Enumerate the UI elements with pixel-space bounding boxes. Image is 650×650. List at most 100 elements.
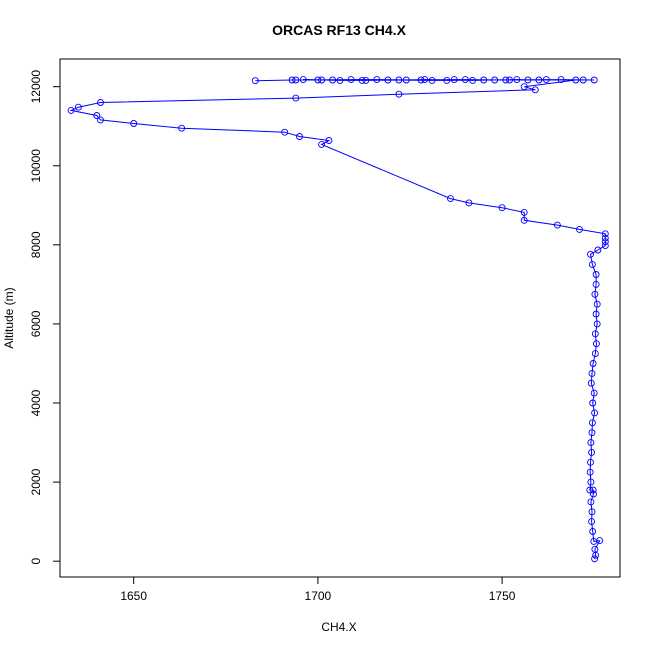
data-point: [417, 76, 425, 84]
data-point: [428, 76, 436, 84]
data-point: [588, 419, 596, 427]
x-tick-label: 1700: [305, 589, 332, 603]
data-point: [498, 204, 506, 212]
data-point: [520, 83, 528, 91]
data-point: [587, 439, 595, 447]
data-point: [601, 230, 609, 238]
data-point: [589, 399, 597, 407]
data-point: [591, 555, 599, 563]
data-point: [591, 409, 599, 417]
y-tick-label: 12000: [29, 70, 43, 104]
data-point: [588, 429, 596, 437]
data-point: [292, 94, 300, 102]
data-point: [591, 330, 599, 338]
data-point: [292, 76, 300, 84]
y-axis-label: Altitude (m): [2, 287, 16, 348]
data-point: [395, 90, 403, 98]
data-point: [502, 76, 510, 84]
data-point: [592, 551, 600, 559]
x-axis-label: CH4.X: [321, 620, 356, 634]
data-point: [93, 112, 101, 119]
x-axis: 1650 1700 1750: [120, 576, 516, 603]
data-point: [325, 137, 333, 144]
y-tick-label: 2000: [29, 468, 43, 495]
data-point: [586, 486, 594, 494]
data-point: [590, 76, 598, 84]
data-point: [587, 250, 594, 258]
data-point: [491, 76, 499, 84]
y-tick-label: 6000: [29, 310, 43, 337]
data-point: [358, 76, 366, 84]
data-point: [587, 478, 595, 486]
data-point: [329, 76, 337, 84]
data-point: [592, 280, 600, 288]
data-point: [557, 76, 565, 84]
data-point: [601, 234, 609, 242]
y-tick-label: 8000: [29, 231, 43, 258]
data-point: [384, 76, 392, 84]
data-point: [480, 76, 488, 84]
data-point: [362, 76, 370, 84]
y-tick-label: 0: [29, 558, 43, 565]
data-point: [178, 124, 186, 132]
data-point: [535, 76, 543, 84]
data-point: [587, 379, 595, 387]
x-tick-label: 1650: [120, 589, 147, 603]
y-axis: 0 2000 4000 6000 8000 10000 12000: [29, 70, 61, 565]
y-tick-label: 4000: [29, 389, 43, 416]
data-point: [590, 389, 598, 397]
data-point: [97, 116, 104, 124]
data-point: [318, 76, 326, 84]
data-point: [461, 76, 469, 84]
data-point: [421, 76, 429, 84]
data-point: [591, 350, 599, 358]
data-point: [531, 86, 539, 94]
data-point: [593, 300, 601, 308]
data-point: [318, 140, 326, 148]
data-point: [67, 106, 75, 114]
data-point: [299, 76, 307, 84]
data-point: [288, 76, 296, 84]
data-point: [314, 76, 322, 84]
data-point: [594, 246, 602, 254]
data-point: [513, 76, 521, 84]
data-point: [587, 498, 595, 506]
y-tick-label: 10000: [29, 149, 43, 183]
data-point: [601, 242, 609, 250]
data-point: [572, 76, 580, 84]
data-point: [589, 360, 597, 367]
series-line: [69, 79, 606, 559]
data-point: [443, 76, 451, 84]
data-point: [520, 216, 528, 224]
chart-title: ORCAS RF13 CH4.X: [272, 22, 406, 38]
data-point: [97, 99, 104, 106]
data-point: [592, 310, 600, 318]
data-point: [450, 76, 458, 84]
data-point: [588, 369, 596, 377]
data-point: [373, 76, 381, 84]
x-tick-label: 1750: [489, 589, 516, 603]
data-point: [588, 518, 596, 526]
data-point: [542, 76, 550, 84]
data-point: [587, 458, 594, 466]
data-point: [296, 133, 303, 140]
data-point: [596, 537, 604, 545]
data-point: [520, 208, 528, 216]
data-point: [588, 261, 596, 269]
data-point: [524, 76, 532, 84]
data-point: [469, 76, 477, 84]
data-point: [589, 486, 597, 494]
data-point: [447, 195, 454, 203]
data-point: [589, 528, 597, 535]
data-point: [281, 128, 289, 136]
data-point: [465, 199, 473, 207]
series-layer: [67, 76, 609, 563]
data-point: [553, 221, 561, 229]
data-point: [592, 340, 600, 348]
data-point: [74, 103, 82, 111]
data-point: [588, 448, 596, 456]
plot-frame: [59, 58, 621, 578]
data-point: [506, 76, 513, 84]
